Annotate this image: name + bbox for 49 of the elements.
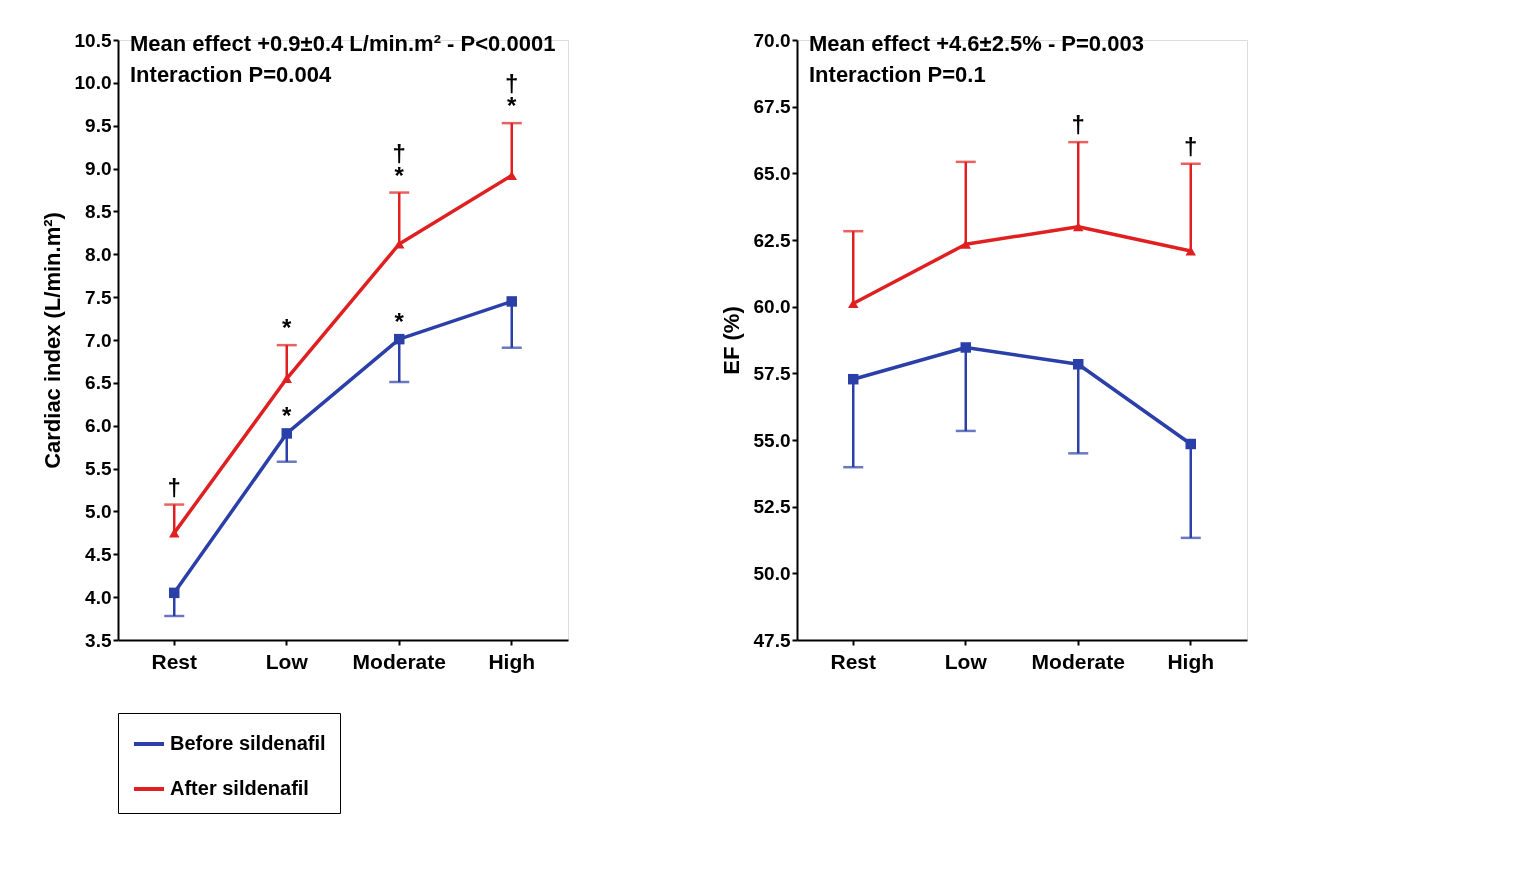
y-tick-label: 52.5 — [753, 496, 791, 518]
y-tick-label: 4.5 — [85, 543, 112, 565]
y-tick-label: 50.0 — [753, 562, 791, 584]
annotation: Mean effect +4.6±2.5% - P=0.003 — [809, 31, 1144, 56]
y-tick-label: 67.5 — [753, 96, 791, 118]
annotation: * — [394, 308, 405, 336]
x-tick-label: Moderate — [352, 649, 446, 673]
x-tick-label: High — [1167, 649, 1215, 673]
y-axis-title: Cardiac index (L/min.m²) — [39, 212, 65, 469]
legend-label: After sildenafil — [170, 777, 309, 799]
y-tick-label: 10.5 — [74, 29, 112, 51]
annotation: † — [1071, 111, 1085, 139]
x-tick-label: Moderate — [1031, 649, 1125, 673]
y-tick-label: 10.0 — [74, 72, 112, 94]
y-tick-label: 7.0 — [85, 329, 112, 351]
x-tick-label: Low — [265, 649, 309, 673]
y-tick-label: 7.5 — [85, 286, 112, 308]
y-tick-label: 6.5 — [85, 372, 112, 394]
y-tick-label: 47.5 — [753, 629, 791, 651]
y-tick-label: 60.0 — [753, 296, 791, 318]
y-tick-label: 3.5 — [85, 629, 112, 651]
y-tick-label: 70.0 — [753, 29, 791, 51]
x-tick-label: High — [488, 649, 536, 673]
x-tick-label: Rest — [151, 649, 198, 673]
y-tick-label: 9.5 — [85, 115, 112, 137]
y-tick-label: 65.0 — [753, 162, 791, 184]
y-tick-label: 5.5 — [85, 458, 112, 480]
y-tick-label: 57.5 — [753, 362, 791, 384]
y-tick-label: 8.5 — [85, 200, 112, 222]
legend-label: Before sildenafil — [170, 732, 326, 754]
annotation: † — [392, 139, 406, 167]
x-tick-label: Low — [944, 649, 988, 673]
annotation: * — [282, 314, 293, 342]
y-tick-label: 5.0 — [85, 500, 112, 522]
annotation: Interaction P=0.1 — [809, 62, 986, 87]
annotation: † — [1184, 132, 1198, 160]
x-tick-label: Rest — [830, 649, 877, 673]
annotation: Interaction P=0.004 — [130, 62, 332, 87]
annotation: † — [167, 473, 181, 501]
y-tick-label: 62.5 — [753, 229, 791, 251]
y-tick-label: 9.0 — [85, 158, 112, 180]
y-tick-label: 8.0 — [85, 243, 112, 265]
annotation: * — [282, 402, 293, 430]
y-tick-label: 4.0 — [85, 586, 112, 608]
annotation: Mean effect +0.9±0.4 L/min.m² - P<0.0001 — [130, 31, 556, 56]
y-tick-label: 55.0 — [753, 429, 791, 451]
y-tick-label: 6.0 — [85, 415, 112, 437]
y-axis-title: EF (%) — [718, 306, 744, 375]
annotation: † — [505, 70, 519, 98]
